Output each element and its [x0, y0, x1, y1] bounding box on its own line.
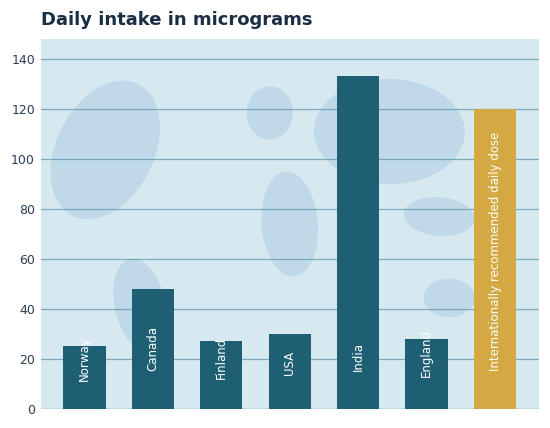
Text: Daily intake in micrograms: Daily intake in micrograms	[41, 11, 312, 29]
Text: Internationally recommended daily dose: Internationally recommended daily dose	[488, 132, 502, 372]
Ellipse shape	[262, 172, 317, 276]
Text: Canada: Canada	[146, 327, 160, 372]
Ellipse shape	[51, 81, 160, 219]
Ellipse shape	[114, 259, 166, 351]
Bar	[63, 346, 106, 409]
Text: USA: USA	[283, 351, 296, 375]
Text: Finland: Finland	[215, 336, 228, 378]
Ellipse shape	[424, 279, 474, 316]
Ellipse shape	[405, 198, 474, 235]
Text: England: England	[420, 330, 433, 377]
Ellipse shape	[248, 87, 292, 139]
Bar	[337, 77, 379, 409]
Text: India: India	[351, 342, 365, 372]
Ellipse shape	[315, 80, 464, 183]
Text: Norway: Norway	[78, 336, 91, 381]
Bar	[268, 334, 311, 409]
Bar	[474, 109, 516, 409]
Bar	[200, 342, 243, 409]
Bar	[405, 339, 448, 409]
Bar	[131, 289, 174, 409]
